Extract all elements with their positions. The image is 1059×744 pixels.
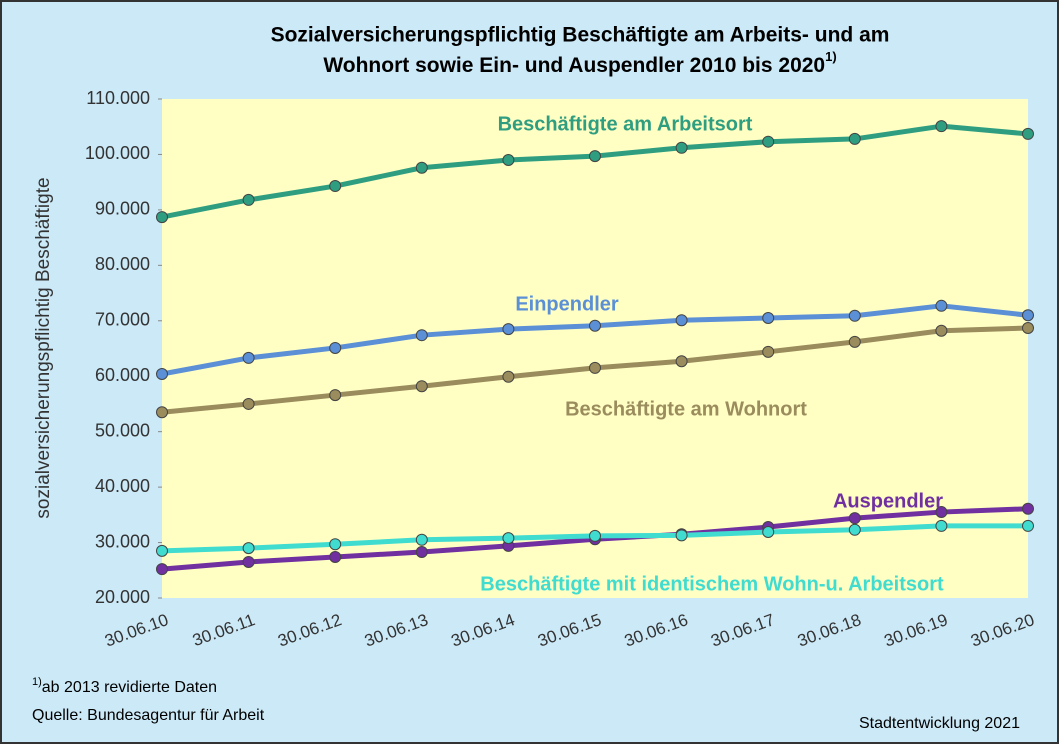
chart-title-line: Wohnort sowie Ein- und Auspendler 2010 b… (323, 54, 825, 77)
data-point (1022, 309, 1034, 322)
data-point (935, 299, 948, 312)
data-point (242, 193, 255, 206)
data-point (502, 153, 515, 166)
series-label: Beschäftigte am Wohnort (565, 398, 807, 420)
data-point (935, 120, 948, 133)
y-tick-label: 110.000 (86, 88, 150, 108)
data-point (762, 526, 775, 539)
series-label: Einpendler (515, 293, 619, 315)
data-point (329, 550, 342, 563)
y-tick-label: 20.000 (95, 587, 150, 607)
data-point (848, 512, 861, 525)
source: Quelle: Bundesagentur für Arbeit (32, 707, 265, 724)
data-point (762, 345, 775, 358)
data-point (242, 397, 255, 410)
data-point (1022, 502, 1034, 515)
data-point (415, 329, 428, 342)
data-point (242, 555, 255, 568)
data-point (762, 135, 775, 148)
data-point (329, 341, 342, 354)
y-tick-label: 100.000 (85, 143, 150, 163)
data-point (848, 523, 861, 536)
footnote-text: ab 2013 revidierte Daten (42, 679, 217, 696)
data-point (415, 545, 428, 558)
data-point (415, 380, 428, 393)
data-point (675, 355, 688, 368)
y-tick-label: 80.000 (95, 254, 150, 274)
data-point (675, 529, 688, 542)
data-point (156, 211, 168, 224)
data-point (502, 323, 515, 336)
footnote-mark: 1) (32, 676, 42, 688)
data-point (329, 180, 342, 193)
data-point (589, 319, 601, 332)
data-point (675, 141, 688, 154)
data-point (848, 335, 861, 348)
chart-title: Wohnort sowie Ein- und Auspendler 2010 b… (323, 49, 836, 76)
credit: Stadtentwicklung 2021 (859, 715, 1020, 732)
footnote: 1)ab 2013 revidierte Daten (32, 676, 217, 696)
y-tick-label: 70.000 (95, 310, 150, 330)
data-point (502, 370, 515, 383)
data-point (156, 368, 168, 381)
data-point (935, 506, 948, 519)
y-axis-label: sozialversicherungspflichtig Beschäftigt… (33, 177, 54, 518)
data-point (675, 314, 688, 327)
data-point (415, 161, 428, 174)
data-point (242, 351, 255, 364)
data-point (156, 544, 168, 557)
title-note: 1) (825, 49, 837, 64)
data-point (1022, 127, 1034, 140)
series-label: Auspendler (833, 490, 943, 512)
data-point (935, 324, 948, 337)
data-point (502, 532, 515, 545)
plot-area (162, 99, 1028, 598)
data-point (329, 538, 342, 551)
y-tick-label: 50.000 (95, 420, 150, 440)
data-point (762, 312, 775, 325)
data-point (1022, 321, 1034, 334)
data-point (848, 309, 861, 322)
data-point (589, 529, 601, 542)
data-point (415, 533, 428, 546)
data-point (935, 519, 948, 532)
data-point (156, 406, 168, 419)
y-tick-label: 30.000 (95, 531, 150, 551)
series-label: Beschäftigte am Arbeitsort (498, 113, 753, 135)
data-point (1022, 519, 1034, 532)
data-point (589, 361, 601, 374)
data-point (848, 132, 861, 145)
series-label: Beschäftigte mit identischem Wohn-u. Arb… (480, 573, 944, 595)
y-tick-label: 40.000 (95, 476, 150, 496)
data-point (329, 389, 342, 402)
y-tick-label: 60.000 (95, 365, 150, 385)
data-point (242, 542, 255, 555)
y-tick-label: 90.000 (95, 199, 150, 219)
data-point (156, 563, 168, 576)
data-point (589, 150, 601, 163)
chart-title: Sozialversicherungspflichtig Beschäftigt… (271, 24, 890, 47)
